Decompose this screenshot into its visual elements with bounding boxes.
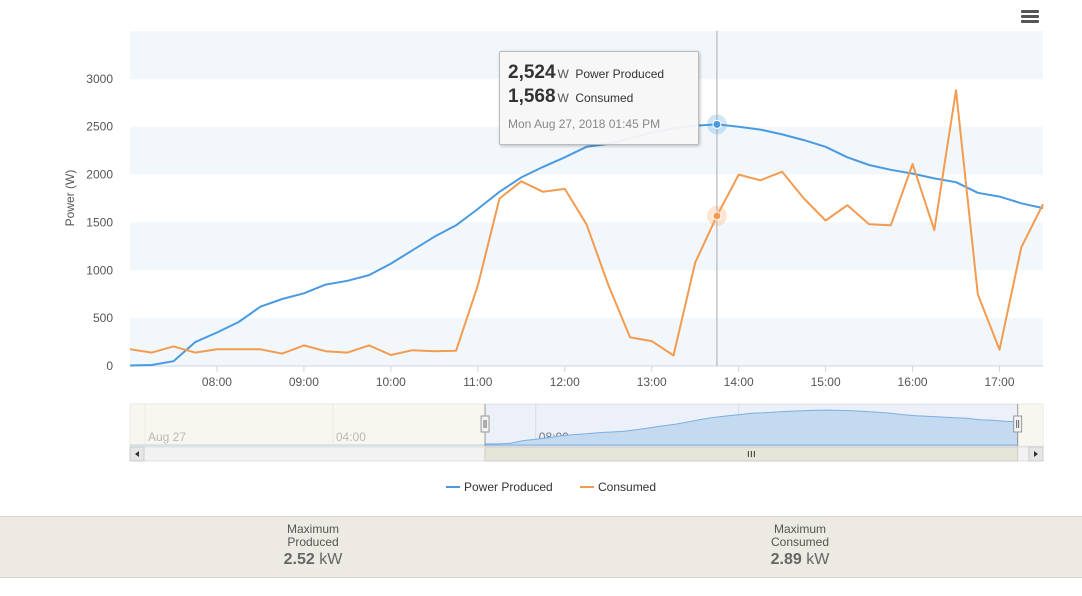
x-tick-label: 10:00: [376, 375, 406, 389]
legend: Power Produced Consumed: [446, 480, 656, 494]
y-tick-label: 1500: [86, 215, 113, 229]
y-axis: 0 500 1000 1500 2000 2500 3000: [86, 72, 113, 373]
x-tick-label: 16:00: [898, 375, 928, 389]
hover-marker: [712, 211, 722, 221]
stat-value: 2.89: [770, 551, 802, 568]
y-tick-label: 2500: [86, 120, 113, 134]
x-tick-label: 09:00: [289, 375, 319, 389]
x-tick-label: 17:00: [985, 375, 1015, 389]
y-tick-label: 1000: [86, 263, 113, 277]
navigator-handle: [1013, 415, 1023, 433]
stats-bar: Maximum Produced 2.52 kW Maximum Consume…: [0, 516, 1082, 578]
hover-marker: [712, 119, 722, 129]
y-tick-label: 500: [93, 311, 113, 325]
legend-item-label: Power Produced: [464, 480, 553, 494]
grid-band: [130, 174, 1043, 223]
tooltip-produced-unit: W: [557, 67, 569, 81]
x-tick-label: 12:00: [550, 375, 580, 389]
stat-value-line: 2.52 kW: [213, 551, 413, 569]
y-axis-label: Power (W): [63, 170, 77, 227]
x-tick-label: 14:00: [724, 375, 754, 389]
navigator-series-area: [130, 409, 1019, 446]
tooltip-time: Mon Aug 27, 2018 01:45 PM: [508, 117, 661, 131]
stat-max-consumed: Maximum Consumed 2.89 kW: [700, 523, 900, 569]
x-tick-label: 15:00: [811, 375, 841, 389]
tooltip-consumed-name: Consumed: [575, 91, 634, 105]
grid-band: [130, 270, 1043, 319]
tooltip-produced-value: 2,524: [508, 62, 556, 83]
x-tick-label: 08:00: [202, 375, 232, 389]
navigator-mask-left: [130, 404, 486, 446]
x-tick-label: 13:00: [637, 375, 667, 389]
navigator-selection: [485, 404, 1018, 446]
tooltip: 2,524 W Power Produced 1,568 W Consumed Mo…: [499, 51, 699, 145]
stat-unit: kW: [806, 551, 830, 568]
grid-band: [130, 222, 1043, 271]
x-tick-label: 11:00: [463, 375, 492, 389]
arrow-right-icon: [1034, 451, 1038, 457]
grid-band: [130, 318, 1043, 366]
x-axis: 08:00 09:00 10:00 11:00 12:00 13:00 14:00 15:00…: [130, 365, 1043, 389]
stat-value-line: 2.89 kW: [700, 551, 900, 569]
stat-max-produced: Maximum Produced 2.52 kW: [213, 523, 413, 569]
series-line-power-produced: [129, 123, 1044, 367]
stat-title: Maximum Produced: [286, 522, 339, 549]
tooltip-consumed-unit: W: [557, 91, 569, 105]
chart: 0 500 1000 1500 2000 2500 3000 08:00 09:00 10:00…: [63, 31, 1044, 494]
stat-unit: kW: [319, 551, 343, 568]
tooltip-consumed: 1,568 W Consumed: [508, 86, 633, 108]
series-line-consumed: [129, 89, 1044, 357]
series-lines: [129, 89, 1044, 367]
arrow-left-icon: [135, 451, 139, 457]
y-tick-label: 3000: [86, 72, 113, 86]
navigator-handle: [480, 415, 490, 433]
stat-value: 2.52: [283, 551, 315, 568]
y-tick-label: 2000: [86, 168, 113, 182]
tooltip-produced: 2,524 W Power Produced: [508, 62, 664, 84]
hamburger-menu-icon[interactable]: [1016, 5, 1046, 29]
hover-markers: [706, 114, 727, 226]
y-tick-label: 0: [106, 359, 113, 373]
legend-item-label: Consumed: [598, 480, 656, 494]
stat-title: Maximum Consumed: [770, 522, 830, 549]
tooltip-produced-name: Power Produced: [575, 67, 665, 81]
tooltip-consumed-value: 1,568: [508, 86, 556, 107]
